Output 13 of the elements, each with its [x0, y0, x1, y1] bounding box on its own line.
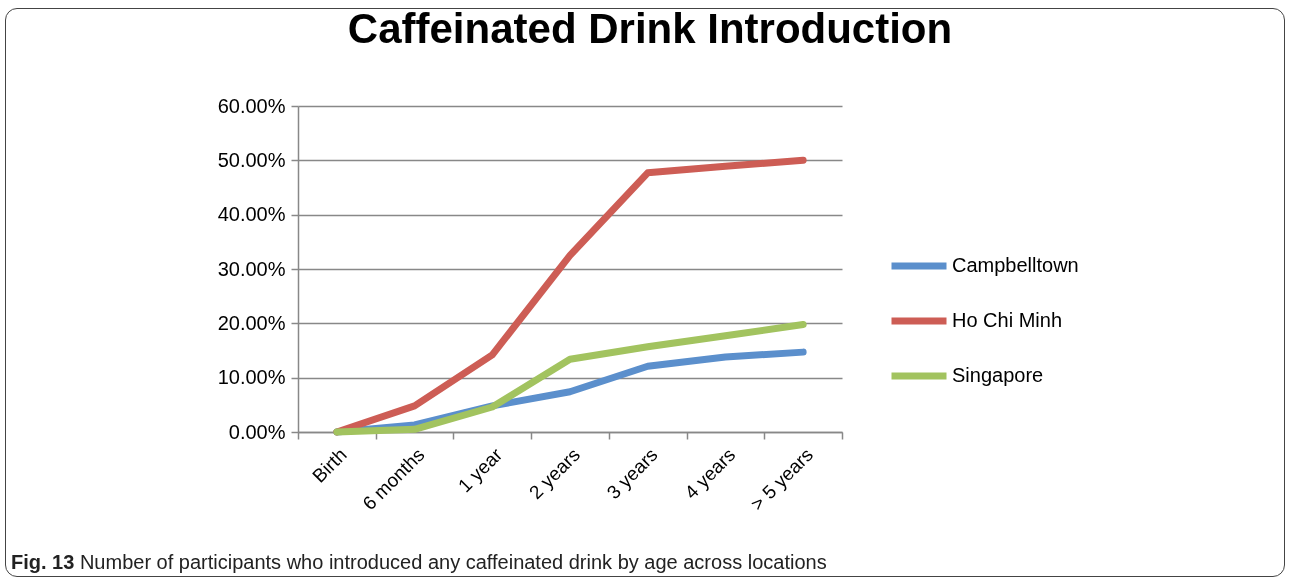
chart-title: Caffeinated Drink Introduction: [347, 5, 953, 52]
y-tick-label: 30.00%: [217, 257, 286, 280]
y-tick-label: 10.00%: [217, 366, 286, 389]
legend-label: Ho Chi Minh: [952, 309, 1063, 331]
y-tick-label: 0.00%: [228, 420, 286, 443]
caption: Fig. 13: [11, 551, 75, 573]
y-tick-label: 50.00%: [217, 148, 286, 171]
text: Number of participants who introduced any caffeinated drink by age across locations: [79, 551, 827, 573]
y-tick-label: 40.00%: [217, 203, 286, 226]
legend-label: Campbelltown: [952, 254, 1079, 276]
y-tick-label: 60.00%: [217, 94, 286, 117]
y-tick-label: 20.00%: [217, 311, 286, 334]
legend-label: Singapore: [952, 364, 1044, 386]
